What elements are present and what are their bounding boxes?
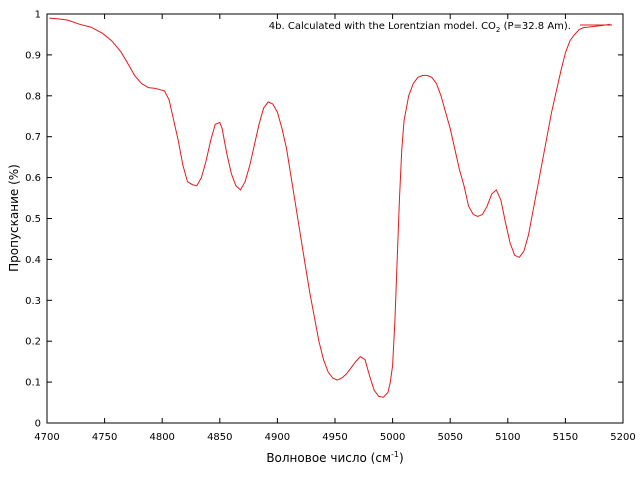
y-tick-label: 1 bbox=[35, 10, 41, 21]
x-tick-label: 5150 bbox=[553, 432, 578, 443]
y-tick-label: 0.3 bbox=[25, 296, 41, 307]
y-tick-label: 0 bbox=[35, 419, 41, 430]
y-tick-label: 0.2 bbox=[25, 337, 41, 348]
x-tick-label: 4750 bbox=[92, 432, 117, 443]
y-tick-label: 0.7 bbox=[25, 132, 41, 143]
x-tick-label: 5200 bbox=[610, 432, 635, 443]
x-tick-label: 4900 bbox=[265, 432, 290, 443]
legend: 4b. Calculated with the Lorentzian model… bbox=[269, 21, 612, 34]
y-tick-label: 0.9 bbox=[25, 50, 41, 61]
x-axis-ticks: 4700 4750 4800 4850 4900 4950 5000 5050 5100 5150… bbox=[34, 14, 636, 443]
y-axis-ticks: 0 0.1 0.2 0.3 0.4 0.5 0.6 0.7 0.8 0.9 1 bbox=[25, 10, 623, 430]
legend-label: 4b. Calculated with the Lorentzian model… bbox=[269, 21, 571, 34]
x-tick-label: 5000 bbox=[380, 432, 405, 443]
x-tick-label: 5100 bbox=[495, 432, 520, 443]
y-tick-label: 0.8 bbox=[25, 91, 41, 102]
x-tick-label: 4950 bbox=[322, 432, 347, 443]
y-tick-label: 0.1 bbox=[25, 378, 41, 389]
x-tick-label: 4700 bbox=[34, 432, 59, 443]
x-tick-label: 5050 bbox=[437, 432, 462, 443]
x-axis-label: Волновое число (см-1) bbox=[266, 450, 403, 465]
x-tick-label: 4850 bbox=[207, 432, 232, 443]
y-tick-label: 0.5 bbox=[25, 214, 41, 225]
series-line-co2 bbox=[49, 17, 611, 398]
y-tick-label: 0.4 bbox=[25, 255, 41, 266]
y-axis-label: Пропускание (%) bbox=[7, 164, 21, 272]
x-tick-label: 4800 bbox=[149, 432, 174, 443]
plot-frame bbox=[46, 13, 624, 424]
y-tick-label: 0.6 bbox=[25, 173, 41, 184]
